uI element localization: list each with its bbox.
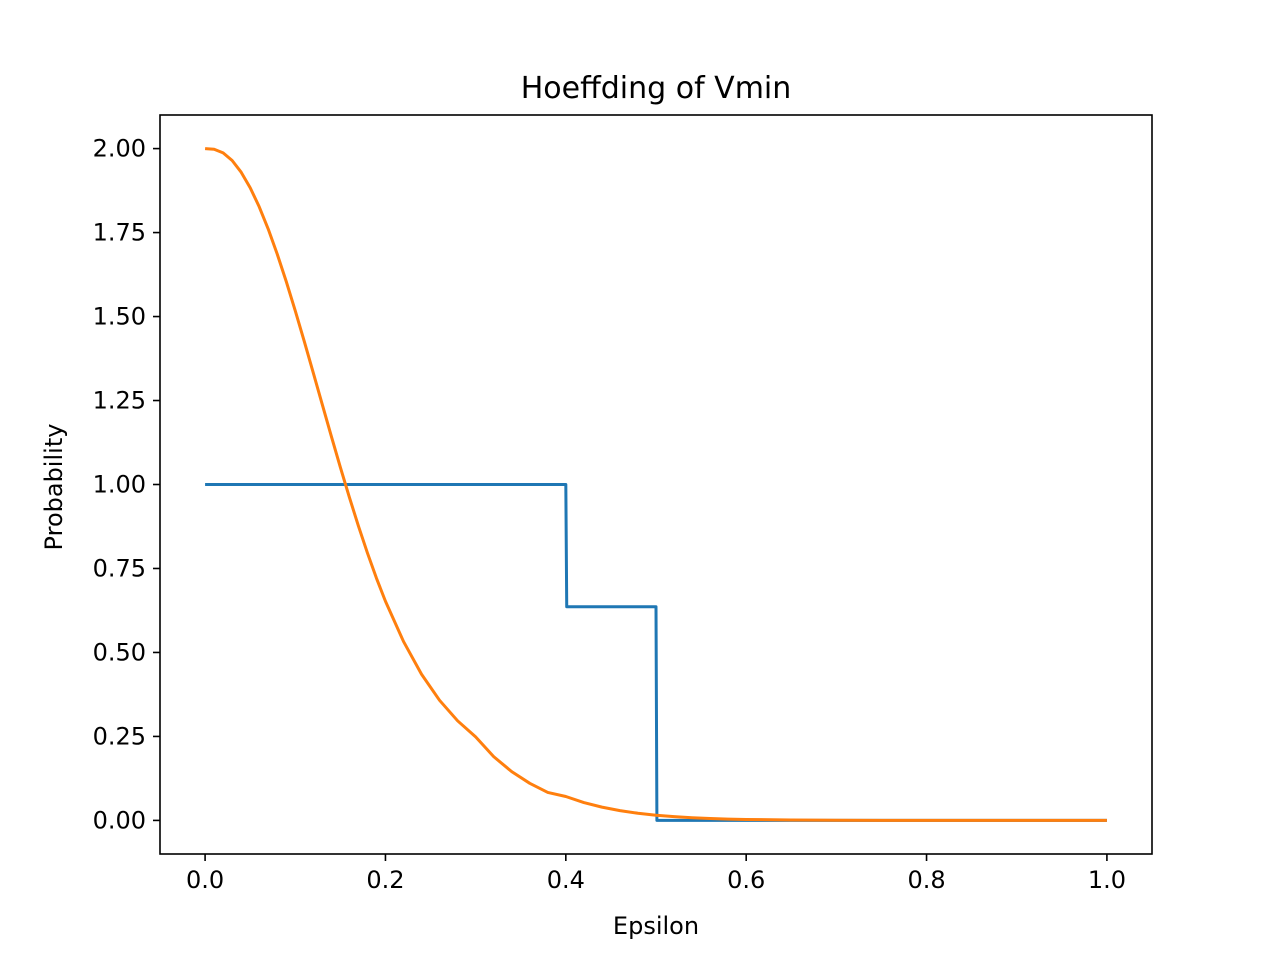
- y-tick-label: 2.00: [93, 135, 146, 163]
- y-tick-label: 0.25: [93, 722, 146, 750]
- x-axis-label: Epsilon: [613, 912, 699, 940]
- y-axis-label: Probability: [40, 424, 68, 551]
- y-tick-label: 0.00: [93, 806, 146, 834]
- y-tick-label: 1.75: [93, 219, 146, 247]
- x-tick-label: 1.0: [1088, 866, 1126, 894]
- y-tick-label: 1.00: [93, 471, 146, 499]
- y-tick-label: 0.50: [93, 638, 146, 666]
- x-tick-label: 0.8: [907, 866, 945, 894]
- x-tick-label: 0.6: [727, 866, 765, 894]
- y-tick-label: 1.50: [93, 303, 146, 331]
- ticks-layer: 0.0 0.2 0.4 0.6 0.8 1.0 0.00 0.25 0.50 0.75 1.00 1.…: [93, 135, 1126, 894]
- x-tick-label: 0.0: [186, 866, 224, 894]
- chart-title: Hoeffding of Vmin: [521, 71, 792, 106]
- series-layer: [204, 147, 1107, 822]
- x-tick-label: 0.4: [547, 866, 585, 894]
- y-tick-label: 1.25: [93, 387, 146, 415]
- x-tick-label: 0.2: [366, 866, 404, 894]
- y-tick-label: 0.75: [93, 554, 146, 582]
- series-line-1: [204, 147, 1107, 822]
